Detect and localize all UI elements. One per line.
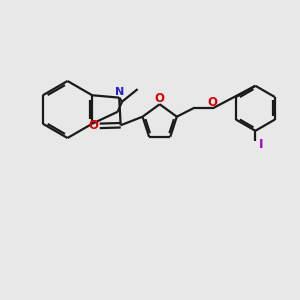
Text: O: O (88, 119, 98, 132)
Text: I: I (259, 138, 264, 151)
Text: N: N (115, 87, 124, 97)
Text: O: O (208, 96, 218, 109)
Text: O: O (155, 92, 165, 105)
